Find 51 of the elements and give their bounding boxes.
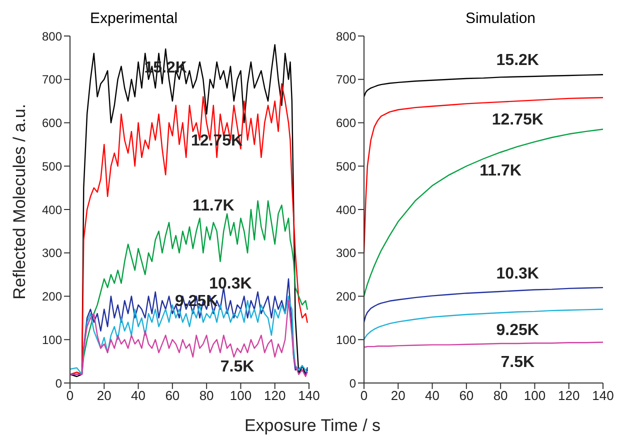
line-series xyxy=(364,308,603,340)
y-tick-label: 600 xyxy=(336,116,356,130)
x-tick-label: 0 xyxy=(360,388,368,404)
x-tick-label: 140 xyxy=(592,388,614,404)
x-tick-label: 100 xyxy=(524,388,546,404)
y-tick-label: 400 xyxy=(336,202,356,217)
annotation: 11.7K xyxy=(192,198,235,215)
annotation: 10.3K xyxy=(496,266,540,283)
y-tick-label: 100 xyxy=(336,332,356,347)
x-tick-label: 100 xyxy=(230,388,252,404)
x-tick-label: 0 xyxy=(66,388,74,404)
y-axis-title: Reflected Molecules / a.u. xyxy=(10,104,30,300)
x-tick-label: 80 xyxy=(493,388,508,404)
y-tick-label: 0 xyxy=(55,376,62,390)
x-tick-label: 120 xyxy=(558,388,580,404)
annotation: 12.75K xyxy=(492,111,544,128)
line-series xyxy=(364,74,603,98)
annotation: 10.3K xyxy=(209,276,252,293)
annotation: 11.7K xyxy=(480,162,522,180)
y-tick-label: 200 xyxy=(42,290,62,304)
x-tick-label: 40 xyxy=(131,388,146,404)
x-tick-label: 140 xyxy=(298,388,320,404)
y-tick-label: 300 xyxy=(336,246,356,260)
annotation: 7.5K xyxy=(220,358,255,376)
x-tick-label: 60 xyxy=(459,388,474,404)
chart-title: Experimental xyxy=(90,10,179,27)
y-tick-label: 800 xyxy=(336,29,356,44)
x-axis-title: Exposure Time / s xyxy=(243,416,382,436)
y-tick-label: 200 xyxy=(336,290,356,304)
line-series xyxy=(364,286,603,323)
y-tick-label: 600 xyxy=(42,116,62,130)
y-tick-label: 800 xyxy=(42,29,62,44)
y-tick-label: 400 xyxy=(42,202,62,217)
line-series xyxy=(364,128,603,297)
y-tick-label: 700 xyxy=(336,72,356,87)
annotation: 15.2K xyxy=(496,52,540,69)
chart-title: Simulation xyxy=(464,10,537,27)
y-tick-label: 100 xyxy=(42,332,62,347)
x-tick-label: 120 xyxy=(264,388,286,404)
y-tick-label: 700 xyxy=(42,72,62,87)
x-tick-label: 20 xyxy=(96,388,112,404)
y-tick-label: 500 xyxy=(42,159,62,174)
x-tick-label: 20 xyxy=(390,388,406,404)
x-tick-label: 60 xyxy=(165,388,180,404)
annotation: 9.25K xyxy=(496,322,540,340)
x-tick-label: 40 xyxy=(425,388,440,404)
y-tick-label: 0 xyxy=(349,376,356,390)
annotation: 7.5K xyxy=(500,354,535,371)
y-tick-label: 500 xyxy=(336,159,356,174)
x-tick-label: 80 xyxy=(199,388,214,404)
y-tick-label: 300 xyxy=(42,246,62,260)
